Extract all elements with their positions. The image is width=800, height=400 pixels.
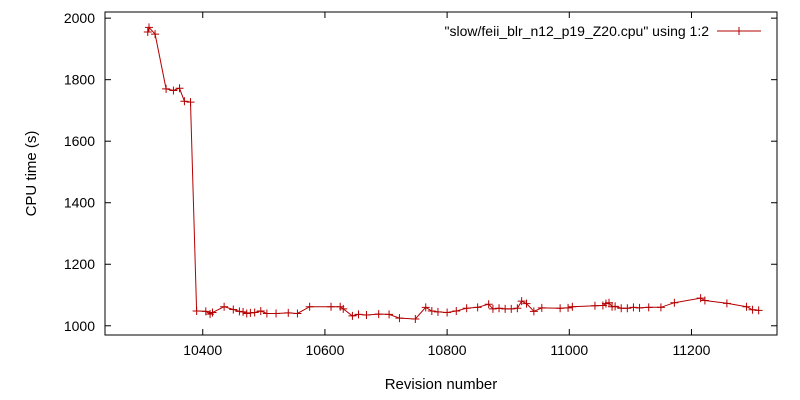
data-point (229, 305, 238, 314)
data-point (590, 301, 599, 310)
data-point (186, 98, 195, 107)
data-point (656, 303, 665, 312)
data-point (748, 305, 757, 314)
data-point (293, 309, 302, 318)
data-point (488, 304, 497, 313)
data-point (696, 294, 705, 303)
data-point (208, 308, 217, 317)
x-tick-label: 10600 (305, 342, 344, 358)
data-point (162, 84, 171, 93)
legend-label-series-1: "slow/feii_blr_n12_p19_Z20.cpu" using 1:… (445, 23, 710, 39)
data-point (742, 302, 751, 311)
y-axis-ticks: 1000 1200 1400 1600 1800 2000 (64, 10, 777, 334)
data-point (235, 307, 244, 316)
data-point (327, 302, 336, 311)
y-tick-label: 1200 (64, 256, 95, 272)
data-point (192, 307, 201, 316)
data-point (443, 308, 452, 317)
y-axis-label: CPU time (s) (23, 131, 40, 217)
data-point (256, 307, 265, 316)
data-point (568, 302, 577, 311)
data-point (635, 303, 644, 312)
data-point (507, 304, 516, 313)
x-tick-label: 11000 (550, 342, 588, 358)
data-point (201, 307, 210, 316)
data-point (644, 303, 653, 312)
data-point (354, 310, 363, 319)
data-point (250, 308, 259, 317)
data-point (239, 307, 248, 316)
data-point (395, 314, 404, 323)
legend-marker-series-1 (735, 27, 743, 35)
data-point (556, 304, 565, 313)
data-point (339, 304, 348, 313)
data-point (151, 30, 160, 39)
data-point (180, 97, 189, 106)
data-point (522, 299, 531, 308)
data-point (623, 304, 632, 313)
data-point (722, 299, 731, 308)
data-point (374, 310, 383, 319)
y-tick-label: 1600 (64, 133, 95, 149)
plot-border (104, 11, 778, 336)
data-point (143, 27, 152, 36)
series-line-1 (147, 26, 759, 320)
data-point (529, 307, 538, 316)
data-point (144, 23, 153, 32)
data-point (462, 304, 471, 313)
data-point (495, 304, 504, 313)
y-tick-label: 1000 (64, 318, 95, 334)
data-point (427, 307, 436, 316)
data-point (385, 310, 394, 319)
x-tick-label: 11200 (673, 342, 711, 358)
data-point (517, 297, 526, 306)
x-axis-ticks: 10400 10600 10800 11000 11200 (183, 12, 711, 358)
x-tick-label: 10400 (183, 342, 222, 358)
data-point (670, 298, 679, 307)
data-point (242, 309, 251, 318)
data-point (262, 309, 271, 318)
data-point (484, 300, 493, 309)
data-point (169, 86, 178, 95)
data-point (305, 302, 314, 311)
data-point (272, 309, 281, 318)
y-tick-label: 2000 (64, 10, 95, 26)
data-point (284, 308, 293, 317)
data-point (513, 304, 522, 313)
x-tick-label: 10800 (428, 342, 467, 358)
data-point (433, 307, 442, 316)
data-point (537, 303, 546, 312)
data-point (754, 306, 763, 315)
y-tick-label: 1400 (64, 195, 95, 211)
data-point (175, 84, 184, 93)
series-layer (143, 23, 763, 324)
data-point (220, 302, 229, 311)
data-point (348, 311, 357, 320)
data-point (473, 303, 482, 312)
data-point (421, 303, 430, 312)
y-tick-label: 1800 (64, 72, 95, 88)
data-point (629, 303, 638, 312)
data-point (452, 307, 461, 316)
data-point (564, 303, 573, 312)
data-point (611, 302, 620, 311)
data-point (362, 311, 371, 320)
legend: "slow/feii_blr_n12_p19_Z20.cpu" using 1:… (445, 23, 761, 39)
data-point (411, 315, 420, 324)
x-axis-label: Revision number (385, 376, 498, 393)
data-point (700, 296, 709, 305)
